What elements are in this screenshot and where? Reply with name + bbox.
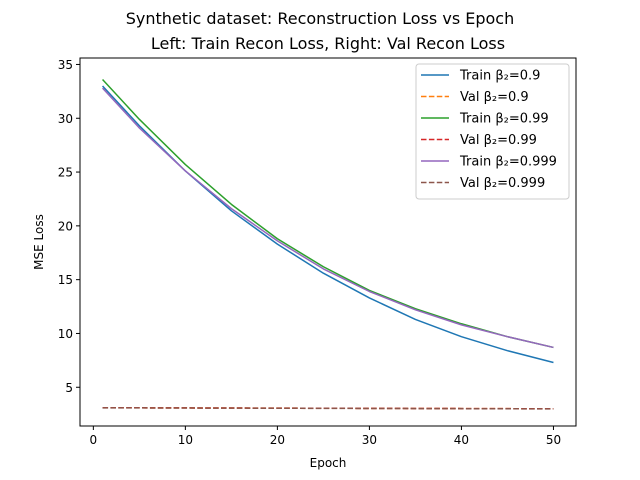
y-tick-label: 20 [58, 219, 73, 233]
series-line-6 [102, 407, 554, 410]
y-tick-label: 5 [65, 381, 73, 395]
x-tick-label: 10 [178, 433, 193, 447]
x-tick-label: 40 [454, 433, 469, 447]
chart-subtitle: Left: Train Recon Loss, Right: Val Recon… [151, 34, 505, 53]
y-axis-label: MSE Loss [32, 214, 46, 270]
x-axis-label: Epoch [310, 456, 347, 470]
plot-area [79, 57, 577, 427]
x-tick-label: 0 [90, 433, 98, 447]
y-tick-label: 15 [58, 273, 73, 287]
legend-label: Val β₂=0.99 [460, 133, 537, 148]
x-tick-label: 20 [270, 433, 285, 447]
legend: Train β₂=0.9 Val β₂=0.9 Train β₂=0.99 Val β… [415, 63, 570, 200]
series-line-5 [101, 87, 554, 349]
axis-ticks: 0 10 20 30 40 50 5 10 15 20 25 30 35 [58, 58, 561, 447]
legend-box [415, 63, 570, 200]
y-tick-label: 10 [58, 327, 73, 341]
legend-label: Val β₂=0.9 [460, 90, 529, 105]
y-tick-label: 35 [58, 58, 73, 72]
y-tick-label: 25 [58, 166, 73, 180]
y-tick-label: 30 [58, 112, 73, 126]
axes-frame [79, 57, 577, 427]
x-tick-label: 50 [546, 433, 561, 447]
legend-label: Val β₂=0.999 [460, 176, 545, 191]
legend-label: Train β₂=0.999 [459, 155, 557, 170]
x-tick-label: 30 [362, 433, 377, 447]
legend-label: Train β₂=0.9 [459, 69, 540, 84]
legend-label: Train β₂=0.99 [459, 112, 549, 127]
chart-title: Synthetic dataset: Reconstruction Loss v… [126, 9, 514, 28]
